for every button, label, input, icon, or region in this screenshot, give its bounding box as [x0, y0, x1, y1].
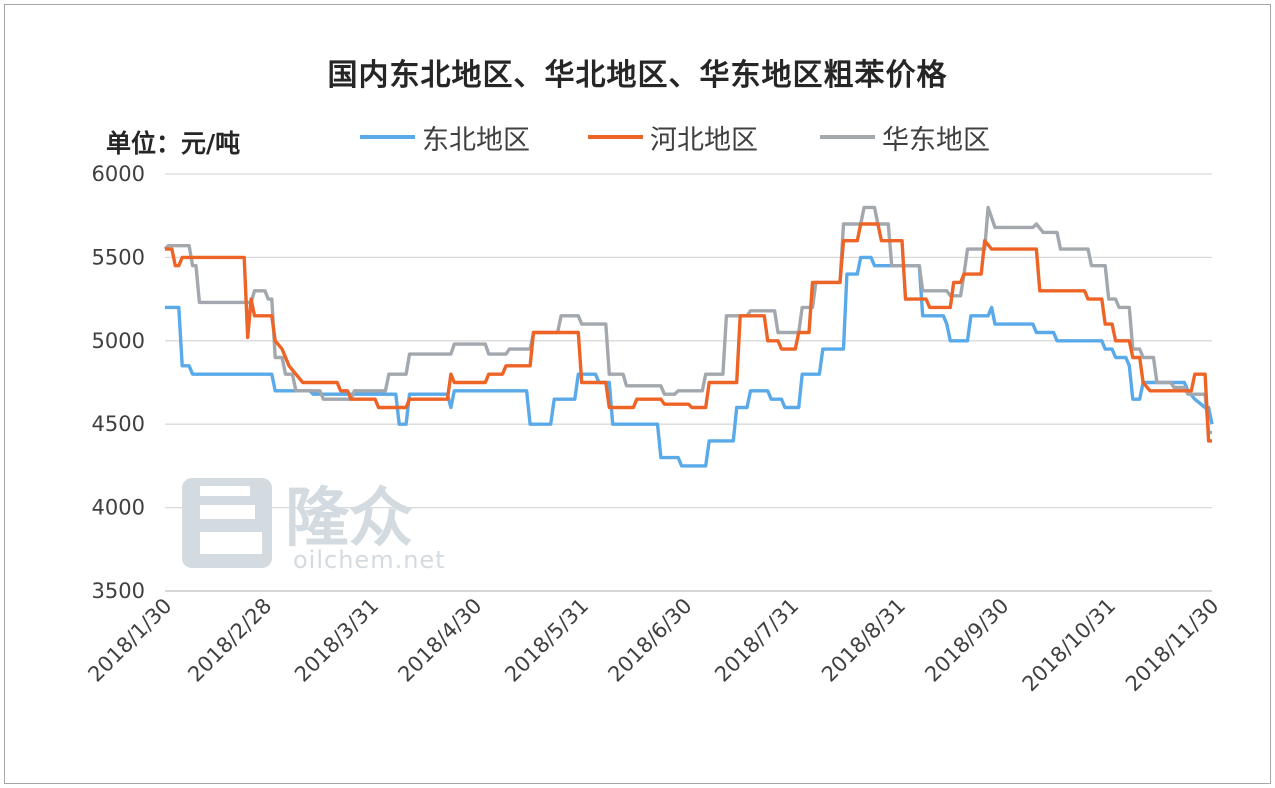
legend-label-east-china: 华东地区 — [882, 125, 990, 156]
gridlines — [165, 173, 1212, 592]
y-tick-label: 4500 — [92, 412, 145, 436]
y-tick-label: 4000 — [92, 496, 145, 520]
y-axis-ticks: 3500 4000 4500 5000 5500 6000 — [92, 162, 145, 603]
y-tick-label: 6000 — [92, 162, 145, 186]
x-tick-label: 2018/4/30 — [393, 594, 486, 687]
unit-label: 单位：元/吨 — [106, 129, 241, 158]
watermark: 隆众 oilchem.net — [182, 478, 446, 574]
x-tick-label: 2018/1/30 — [83, 594, 176, 687]
chart-title: 国内东北地区、华北地区、华东地区粗苯价格 — [327, 58, 948, 93]
y-tick-label: 5000 — [92, 329, 145, 353]
x-tick-label: 2018/6/30 — [603, 594, 696, 687]
watermark-brand: 隆众 — [285, 482, 413, 556]
y-tick-label: 3500 — [92, 579, 145, 603]
x-tick-label: 2018/2/28 — [183, 594, 276, 687]
x-tick-label: 2018/7/31 — [710, 594, 803, 687]
series-lines — [163, 205, 1214, 468]
x-tick-label: 2018/10/31 — [1018, 594, 1121, 697]
watermark-logo-icon — [182, 478, 272, 568]
x-tick-label: 2018/8/31 — [817, 594, 910, 687]
series-line-east-china — [163, 205, 1212, 435]
series-line-northeast — [165, 255, 1214, 468]
x-tick-label: 2018/3/31 — [290, 594, 383, 687]
x-tick-label: 2018/11/30 — [1121, 594, 1224, 697]
chart-frame — [4, 4, 1271, 784]
x-tick-label: 2018/9/30 — [920, 594, 1013, 687]
legend-label-northeast: 东北地区 — [422, 125, 530, 156]
series-line-hebei — [165, 222, 1212, 443]
x-axis-ticks: 2018/1/30 2018/2/28 2018/3/31 2018/4/30 2018… — [83, 594, 1223, 697]
watermark-site: oilchem.net — [293, 546, 446, 574]
legend-swatch-east-china — [820, 135, 875, 139]
legend-swatch-northeast — [360, 135, 415, 139]
legend-label-hebei: 河北地区 — [650, 125, 758, 156]
legend-swatch-hebei — [588, 135, 643, 139]
x-tick-label: 2018/5/31 — [500, 594, 593, 687]
y-tick-label: 5500 — [92, 245, 145, 269]
